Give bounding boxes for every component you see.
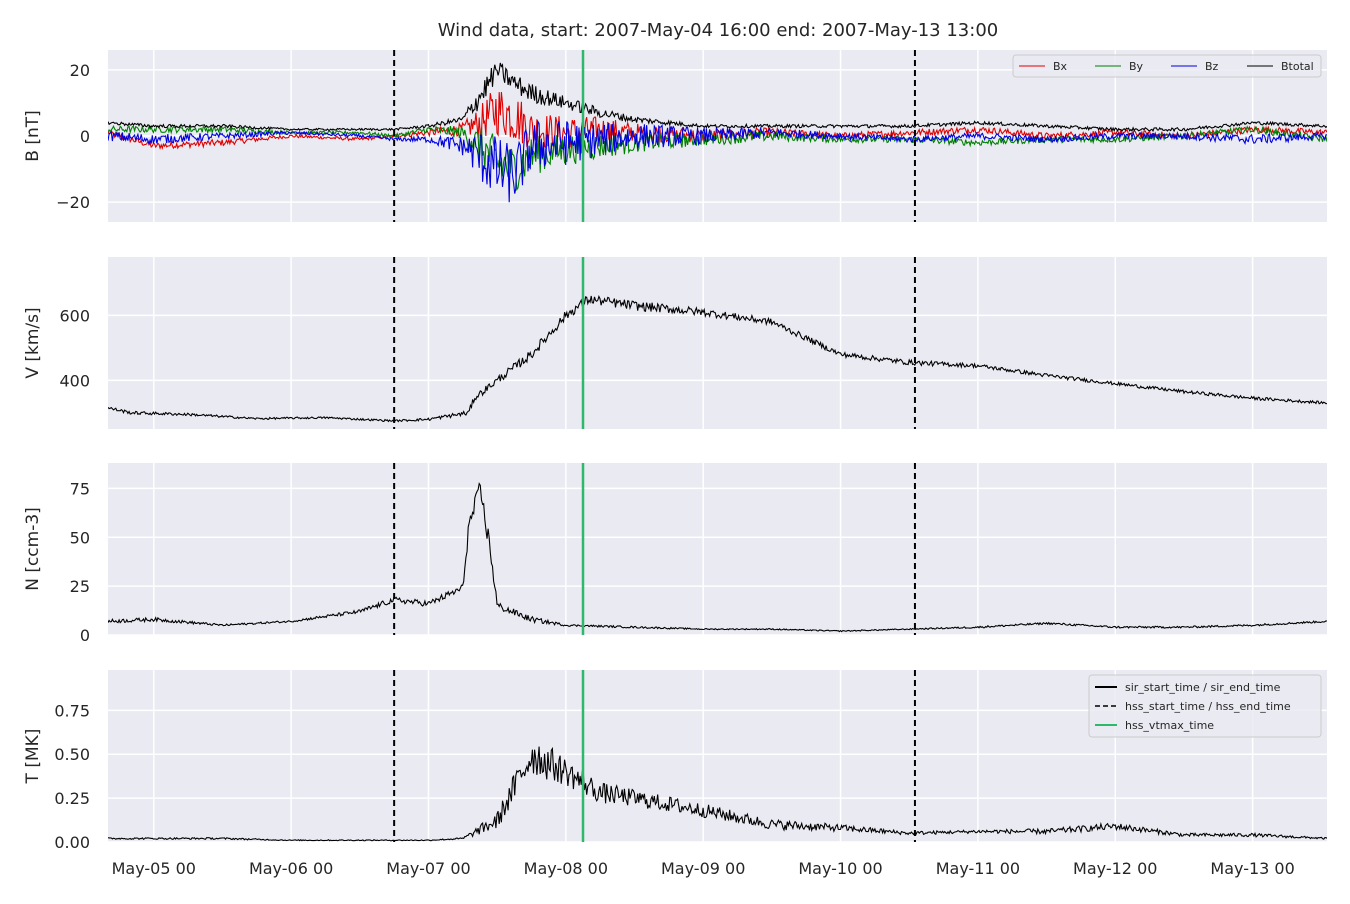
panel-3-background — [108, 463, 1327, 635]
y-tick-label: 50 — [70, 528, 90, 547]
y-axis-label: V [km/s] — [23, 307, 43, 378]
x-tick-label: May-06 00 — [249, 859, 333, 878]
event-legend: sir_start_time / sir_end_time hss_start_t… — [1088, 674, 1322, 738]
x-tick-label: May-08 00 — [524, 859, 608, 878]
y-tick-label: 25 — [70, 577, 90, 596]
series-line-bz — [108, 119, 1327, 203]
x-tick-label: May-10 00 — [798, 859, 882, 878]
y-tick-label: 0.25 — [54, 789, 90, 808]
y-tick-label: 400 — [59, 371, 90, 390]
series-line-bx — [108, 91, 1327, 151]
legend-label: sir_start_time / sir_end_time — [1125, 681, 1281, 694]
y-axis-label: B [nT] — [23, 110, 43, 162]
x-tick-label: May-11 00 — [936, 859, 1020, 878]
y-tick-label: 0.75 — [54, 701, 90, 720]
series-line-p3 — [108, 482, 1327, 633]
y-tick-label: 0.00 — [54, 833, 90, 852]
panel-2-background — [108, 257, 1327, 429]
x-tick-label: May-07 00 — [386, 859, 470, 878]
legend-label: hss_start_time / hss_end_time — [1125, 700, 1291, 713]
x-tick-label: May-09 00 — [661, 859, 745, 878]
y-tick-label: 0.50 — [54, 745, 90, 764]
panel-2: 400 600 V [km/s] — [23, 257, 1327, 429]
legend-label: By — [1129, 60, 1144, 73]
legend-label: hss_vtmax_time — [1125, 719, 1214, 732]
y-tick-label: −20 — [56, 193, 90, 212]
chart-title: Wind data, start: 2007-May-04 16:00 end:… — [438, 20, 998, 41]
series-line-by — [108, 124, 1327, 192]
y-axis-label: T [MK] — [23, 729, 43, 785]
series-legend: Bx By Bz Btotal — [1012, 54, 1322, 78]
y-tick-label: 20 — [70, 61, 90, 80]
y-tick-label: 600 — [59, 306, 90, 325]
x-tick-label: May-05 00 — [112, 859, 196, 878]
y-tick-label: 0 — [80, 127, 90, 146]
x-tick-label: May-12 00 — [1073, 859, 1157, 878]
x-tick-label: May-13 00 — [1210, 859, 1294, 878]
panel-3: 0 25 50 75 N [ccm-3] — [23, 463, 1327, 645]
series-line-p2 — [108, 295, 1327, 423]
y-tick-label: 0 — [80, 626, 90, 645]
panel-1: −20 0 20 B [nT] Bx By Bz Btotal — [23, 50, 1327, 222]
legend-box — [1012, 54, 1322, 78]
legend-box — [1088, 674, 1322, 738]
legend-label: Bx — [1053, 60, 1068, 73]
panel-4: 0.00 0.25 0.50 0.75 T [MK] sir_start_time / s… — [23, 670, 1327, 878]
y-axis-label: N [ccm-3] — [23, 507, 43, 591]
series-line-btotal — [108, 62, 1327, 133]
legend-label: Btotal — [1281, 60, 1314, 73]
legend-label: Bz — [1205, 60, 1219, 73]
series-line-p4 — [108, 746, 1327, 842]
y-tick-label: 75 — [70, 479, 90, 498]
